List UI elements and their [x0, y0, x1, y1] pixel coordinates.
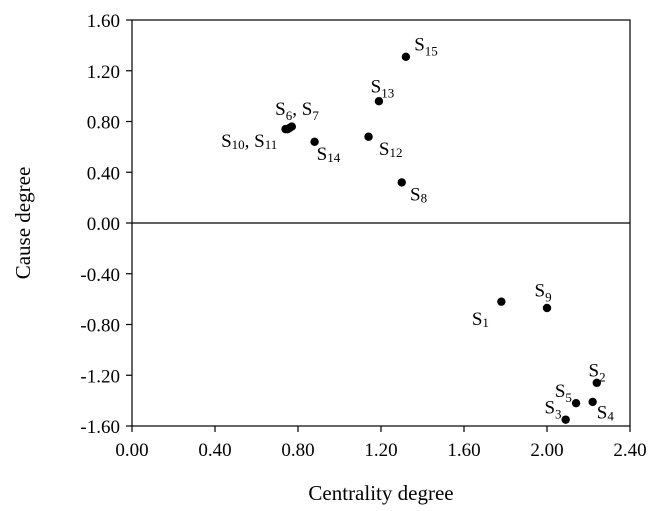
y-tick-label: 1.60: [87, 11, 120, 32]
x-tick-label: 1.20: [364, 440, 397, 461]
x-tick-label: 1.60: [447, 440, 480, 461]
point-label: S14: [317, 144, 341, 165]
label-subscript: 4: [607, 408, 614, 423]
x-axis-title: Centrality degree: [308, 481, 453, 505]
point-label: S15: [414, 34, 438, 58]
point-label: S4: [597, 402, 615, 423]
y-axis: 1.60 1.20 0.80 0.40 0.00 -0.40 -0.80 -1.20 -1.60: [80, 11, 132, 438]
label-subscript: 11: [265, 137, 278, 152]
label-subscript: 1: [482, 314, 489, 329]
label-text: ,: [245, 131, 255, 152]
data-points: [281, 52, 601, 424]
label-text: S: [472, 309, 483, 330]
label-text: S: [410, 184, 421, 205]
label-subscript: 12: [390, 144, 403, 159]
data-point: [374, 97, 384, 106]
label-text: S: [275, 99, 286, 120]
label-text: S: [544, 397, 555, 418]
y-tick-label: -1.20: [80, 366, 120, 387]
point-label: S10, S11: [221, 131, 277, 152]
y-tick-label: 0.00: [87, 214, 120, 235]
data-point: [571, 398, 581, 408]
x-tick-label: 2.40: [613, 440, 646, 461]
y-tick-label: -0.40: [80, 265, 120, 286]
data-point: [397, 178, 406, 187]
label-subscript: 2: [599, 370, 606, 385]
label-text: S: [371, 76, 382, 97]
label-text: S: [555, 381, 566, 402]
label-subscript: 6: [286, 108, 293, 123]
label-text: S: [535, 281, 546, 302]
label-text: S: [589, 361, 600, 382]
label-text: S: [414, 34, 425, 55]
point-label: S8: [410, 184, 427, 205]
data-point: [401, 52, 411, 61]
label-subscript: 9: [545, 290, 552, 305]
label-subscript: 8: [421, 190, 428, 205]
data-point: [497, 297, 506, 306]
data-point: [588, 397, 597, 407]
point-label: S6, S7: [275, 99, 319, 123]
point-label: S9: [535, 281, 552, 305]
x-tick-label: 2.00: [530, 440, 563, 461]
point-label: S3: [544, 397, 561, 421]
point-label: S13: [371, 76, 395, 100]
point-label: S12: [379, 139, 403, 160]
label-text: S: [317, 144, 328, 165]
y-tick-label: -0.80: [80, 316, 120, 337]
y-tick-label: 0.40: [87, 163, 120, 184]
x-axis: 0.00 0.40 0.80 1.20 1.60 2.00 2.40: [115, 426, 647, 461]
label-subscript: 13: [381, 85, 394, 100]
label-subscript: 5: [565, 390, 572, 405]
data-point: [364, 132, 373, 141]
y-axis-title: Cause degree: [11, 167, 35, 280]
point-label: S2: [589, 361, 606, 385]
label-subscript: 14: [327, 149, 341, 164]
y-tick-label: 1.20: [87, 62, 120, 83]
label-subscript: 7: [312, 108, 319, 123]
x-tick-label: 0.40: [198, 440, 231, 461]
label-subscript: 15: [425, 43, 438, 58]
point-label: S5: [555, 381, 572, 405]
label-text: ,: [292, 99, 302, 120]
x-tick-label: 0.80: [281, 440, 314, 461]
label-text: S: [379, 139, 390, 160]
x-tick-label: 0.00: [115, 440, 148, 461]
label-text: S: [597, 402, 608, 423]
label-subscript: 10: [232, 137, 245, 152]
data-point: [592, 378, 601, 388]
label-subscript: 3: [555, 406, 562, 421]
data-point: [542, 303, 552, 313]
label-text: S: [221, 131, 232, 152]
y-tick-label: -1.60: [80, 417, 120, 438]
data-point: [283, 124, 292, 134]
label-text: S: [254, 131, 265, 152]
data-point: [310, 137, 319, 146]
point-label: S1: [472, 309, 489, 330]
label-text: S: [302, 99, 313, 120]
y-tick-label: 0.80: [87, 113, 120, 134]
data-point: [561, 415, 570, 424]
